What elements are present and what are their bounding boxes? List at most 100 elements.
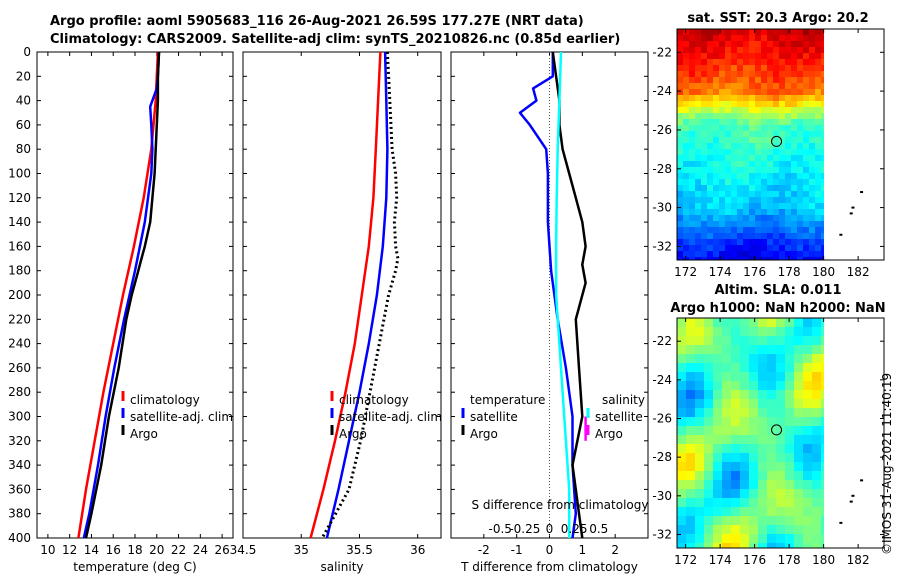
sst-map-heatmap-cells: [677, 29, 825, 261]
sla-map-heatmap-cell: [722, 318, 732, 328]
sst-map-heatmap-cell: [767, 107, 774, 114]
sla-map-heatmap-cell: [794, 417, 804, 427]
sst-map-heatmap-cell: [737, 119, 744, 126]
sst-map-heatmap-cell: [725, 149, 732, 156]
sla-map-heatmap-cell: [785, 390, 795, 400]
sla-map-heatmap-cell: [785, 489, 795, 499]
sst-map-heatmap-cell: [755, 239, 762, 246]
sst-map-heatmap-cell: [815, 179, 822, 186]
sla-map-heatmap-cell: [812, 498, 822, 508]
sst-map-heatmap-cell: [821, 185, 825, 192]
sst-map-heatmap-cell: [767, 167, 774, 174]
sst-map-heatmap-cell: [761, 83, 768, 90]
sla-map-heatmap-cell: [749, 345, 759, 355]
sla-map-heatmap-cell: [767, 372, 777, 382]
sst-map-heatmap-cell: [731, 59, 738, 66]
difference-legend-title-temperature: temperature: [470, 393, 545, 407]
sst-map-heatmap-cell: [803, 107, 810, 114]
sst-map-heatmap-cell: [701, 119, 708, 126]
sla-map-heatmap-cell: [686, 372, 696, 382]
sst-map-heatmap-cell: [707, 65, 714, 72]
temperature-ytick-label: 260: [8, 361, 31, 375]
sst-map-heatmap-cell: [779, 107, 786, 114]
sst-map-heatmap-cell: [683, 113, 690, 120]
sla-map-heatmap-cell: [758, 408, 768, 418]
sla-map-heatmap-cell: [722, 462, 732, 472]
sla-map-heatmap-cell: [776, 354, 786, 364]
sst-map-heatmap-cell: [779, 233, 786, 240]
sla-map-heatmap-cell: [677, 525, 687, 535]
sst-map-heatmap-cell: [809, 71, 816, 78]
sla-map-heatmap-cell: [722, 426, 732, 436]
sst-map-heatmap-cell: [701, 167, 708, 174]
sla-map-heatmap-cell: [713, 489, 723, 499]
sst-map-heatmap-cell: [683, 95, 690, 102]
sst-map-heatmap-cell: [677, 233, 684, 240]
sla-map-heatmap-cell: [695, 453, 705, 463]
sst-map-heatmap-cell: [755, 215, 762, 222]
sst-map-heatmap-cell: [779, 89, 786, 96]
temperature-xtick-label: 22: [171, 543, 186, 557]
sla-map-heatmap-cell: [749, 390, 759, 400]
sst-map-heatmap-cell: [713, 113, 720, 120]
sst-map-heatmap-cell: [767, 257, 774, 261]
sla-map-heatmap-cell: [758, 534, 768, 544]
sst-map-heatmap-cell: [725, 71, 732, 78]
sst-map-heatmap-cell: [725, 77, 732, 84]
sla-map-heatmap-cell: [767, 534, 777, 544]
sst-map-heatmap-cell: [689, 155, 696, 162]
sla-map-heatmap-cell: [803, 507, 813, 517]
sla-map-heatmap-cell: [785, 453, 795, 463]
sst-map-heatmap-cell: [773, 53, 780, 60]
sst-map-heatmap-cell: [713, 41, 720, 48]
sla-map-heatmap-cell: [731, 417, 741, 427]
sst-map-heatmap-cell: [785, 221, 792, 228]
sst-map-heatmap-cell: [791, 149, 798, 156]
sst-map-heatmap-cell: [701, 71, 708, 78]
sst-map-heatmap-cell: [731, 155, 738, 162]
sla-map-heatmap-cell: [686, 444, 696, 454]
sst-map-heatmap-cell: [743, 185, 750, 192]
sla-map-ytick-label: -32: [652, 527, 672, 541]
sst-map-heatmap-cell: [791, 143, 798, 150]
sst-map-ytick-label: -30: [652, 201, 672, 215]
sst-map-heatmap-cell: [815, 197, 822, 204]
sst-map-heatmap-cell: [803, 257, 810, 261]
sst-map-heatmap-cell: [713, 95, 720, 102]
sla-map-heatmap-cell: [803, 417, 813, 427]
temperature-ytick-label: 0: [23, 45, 31, 59]
sla-map-heatmap-cell: [722, 471, 732, 481]
sla-map-heatmap-cell: [758, 435, 768, 445]
sla-map-heatmap-cell: [812, 372, 822, 382]
sst-map-heatmap-cell: [725, 89, 732, 96]
sst-map-heatmap-cell: [755, 125, 762, 132]
sst-map-heatmap-cell: [719, 149, 726, 156]
sla-map-heatmap-cell: [794, 507, 804, 517]
sla-map-heatmap-cell: [803, 354, 813, 364]
sst-map-heatmap-cell: [815, 245, 822, 252]
salinity-line-climatology: [309, 51, 382, 539]
sst-map-heatmap-cell: [683, 137, 690, 144]
sst-map-heatmap-cell: [821, 83, 825, 90]
sst-map-heatmap-cell: [743, 41, 750, 48]
sst-map-heatmap-cell: [791, 191, 798, 198]
sst-map-heatmap-cell: [737, 35, 744, 42]
sst-map-heatmap-cell: [689, 173, 696, 180]
sst-map-heatmap-cell: [743, 155, 750, 162]
sst-map-heatmap-cell: [773, 119, 780, 126]
sst-map-heatmap-cell: [803, 47, 810, 54]
sla-map-heatmap-cell: [731, 327, 741, 337]
sst-map-heatmap-cell: [767, 89, 774, 96]
sst-map-heatmap-cell: [779, 251, 786, 258]
sla-map-heatmap-cell: [821, 480, 825, 490]
temperature-xlabel: temperature (deg C): [73, 560, 196, 574]
sst-map-heatmap-cell: [749, 191, 756, 198]
sla-map-island: [849, 500, 853, 503]
sla-map-heatmap-cell: [722, 435, 732, 445]
sla-map-heatmap-cell: [776, 489, 786, 499]
sla-map-heatmap-cell: [722, 363, 732, 373]
sst-map-heatmap-cell: [821, 119, 825, 126]
sst-map-heatmap-cell: [803, 101, 810, 108]
sst-map-heatmap-cell: [785, 203, 792, 210]
sst-map-heatmap-cell: [779, 173, 786, 180]
